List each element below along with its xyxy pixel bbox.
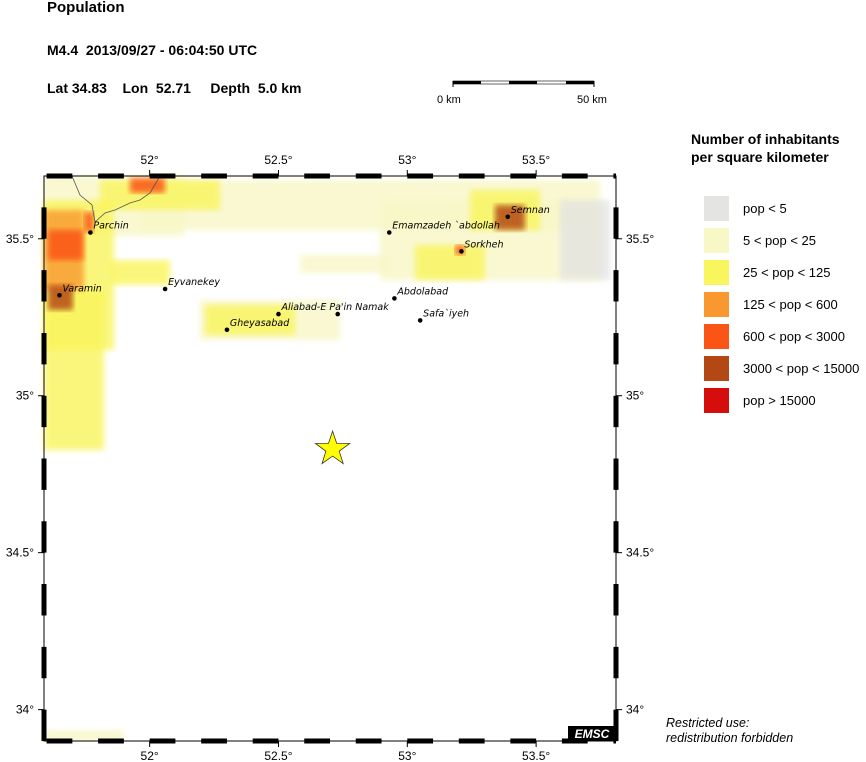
scale-end-label: 50 km (577, 94, 607, 106)
lat-tick-label: 34.5° (626, 546, 654, 560)
city-label: Sorkheh (464, 239, 503, 250)
legend-swatch (704, 355, 729, 381)
city-label: Emamzadeh `abdollah (392, 221, 500, 232)
city-label: Safa`iyeh (423, 308, 469, 319)
legend-title: Number of inhabitants per square kilomet… (691, 130, 840, 166)
city-label: Semnan (511, 205, 550, 216)
legend-swatch (704, 195, 729, 221)
legend-title-line1: Number of inhabitants (691, 131, 840, 147)
population-patch (44, 730, 124, 741)
page-title: Population (47, 0, 125, 16)
city-marker (505, 214, 511, 220)
city-marker (162, 286, 168, 292)
lat-tick-label: 35° (626, 389, 644, 403)
svg-text:EMSC: EMSC (575, 727, 610, 741)
city-marker (88, 230, 93, 235)
epicenter-star-icon (314, 429, 351, 465)
city-marker (459, 249, 464, 254)
lat-tick-label: 35.5° (626, 232, 654, 246)
population-patch (44, 290, 104, 450)
city-marker (57, 292, 62, 298)
city-marker (386, 230, 392, 235)
legend-item: 5 < pop < 25 (704, 227, 816, 253)
city-label: Varamin (62, 283, 101, 294)
lat-tick-label: 35° (16, 389, 34, 403)
legend-swatch (704, 259, 729, 285)
city-label: Aliabad-E Pa'in Namak (280, 302, 389, 313)
population-density-layer (44, 176, 610, 741)
lat-tick-label: 35.5° (6, 232, 34, 246)
city-label: Gheyasabad (230, 318, 290, 329)
legend-label: 25 < pop < 125 (743, 264, 831, 280)
population-patch (48, 285, 73, 310)
city-marker (392, 296, 397, 301)
population-patch (300, 255, 390, 273)
city-marker (276, 311, 281, 317)
legend-label: 5 < pop < 25 (743, 232, 817, 248)
city-marker (224, 327, 230, 333)
population-patch (130, 178, 165, 193)
population-patch (560, 200, 610, 280)
population-patch (84, 212, 94, 232)
restricted-line2: redistribution forbidden (666, 731, 794, 745)
legend-item: pop > 15000 (704, 387, 816, 413)
lat-tick-label: 34.5° (6, 546, 34, 560)
lat-tick-label: 34° (16, 703, 34, 717)
lon-tick-label: 52° (141, 749, 159, 762)
lat-tick-label: 34° (626, 703, 644, 717)
border-line (71, 175, 161, 223)
population-patch (110, 260, 170, 285)
legend-label: 600 < pop < 3000 (743, 328, 845, 344)
event-info: M4.4 2013/09/27 - 06:04:50 UTC (47, 42, 258, 58)
city-marker (335, 311, 341, 317)
legend-item: 600 < pop < 3000 (704, 323, 845, 349)
map-frame (41, 173, 619, 744)
city-label: Eyvanekey (168, 277, 220, 288)
lon-tick-label: 53° (398, 153, 416, 167)
lon-tick-label: 52.5° (264, 153, 292, 167)
legend-item: 25 < pop < 125 (704, 259, 830, 285)
city-label: Abdolabad (396, 286, 449, 297)
legend-label: pop > 15000 (743, 392, 816, 408)
legend-swatch (704, 291, 729, 317)
scale-bar: 0 km 50 km (437, 80, 615, 110)
scale-start-label: 0 km (437, 94, 461, 106)
event-location: Lat 34.83 Lon 52.71 Depth 5.0 km (47, 80, 302, 96)
population-patch (495, 205, 525, 230)
legend-label: 125 < pop < 600 (743, 296, 838, 312)
legend-item: 125 < pop < 600 (704, 291, 838, 317)
lon-tick-label: 53.5° (522, 153, 550, 167)
scale-bar-graphic (452, 80, 595, 87)
city-label: Parchin (93, 221, 128, 232)
population-patch (415, 245, 485, 280)
legend-item: 3000 < pop < 15000 (704, 355, 859, 381)
city-marker (417, 318, 423, 323)
lon-tick-label: 52° (141, 153, 159, 167)
legend-label: 3000 < pop < 15000 (743, 360, 860, 376)
lon-tick-label: 53.5° (522, 749, 550, 762)
restricted-line1: Restricted use: (666, 716, 750, 730)
legend-swatch (704, 323, 729, 349)
legend-title-line2: per square kilometer (691, 149, 829, 165)
legend-swatch (704, 387, 729, 413)
restricted-notice: Restricted use: redistribution forbidden (666, 716, 793, 746)
emsc-logo: EMSC (568, 726, 616, 741)
population-patch (48, 230, 83, 260)
lon-tick-label: 52.5° (264, 749, 292, 762)
legend-label: pop < 5 (743, 200, 787, 216)
lon-tick-label: 53° (398, 749, 416, 762)
population-patch (205, 305, 295, 335)
legend-swatch (704, 227, 729, 253)
legend-item: pop < 5 (704, 195, 787, 221)
